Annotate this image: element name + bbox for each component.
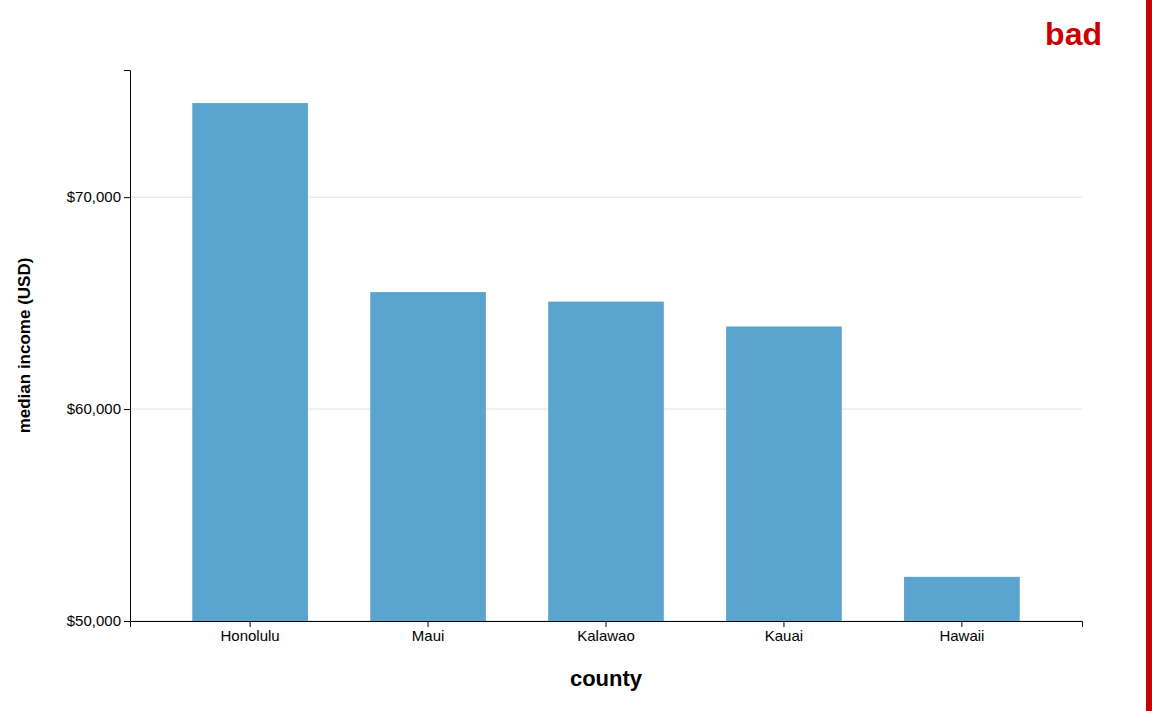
x-axis: Honolulu Maui Kalawao Kauai Hawaii [131, 621, 1083, 644]
y-axis-title: median income (USD) [15, 258, 34, 434]
x-tick: Maui [412, 621, 445, 644]
bar [548, 302, 664, 621]
x-axis-title: county [570, 666, 643, 691]
y-tick: $50,000 [67, 612, 130, 629]
x-tick-label: Maui [412, 627, 445, 644]
x-tick: Hawaii [939, 621, 984, 644]
bar [192, 103, 308, 621]
chart: $50,000 $60,000 $70,000 Honolulu Maui Kalawao… [0, 0, 1152, 711]
x-tick: Kauai [765, 621, 803, 644]
y-tick-label: $70,000 [67, 188, 121, 205]
annotation-edge-line [1146, 0, 1152, 711]
y-tick-mark [124, 197, 130, 198]
x-tick-label: Honolulu [221, 627, 280, 644]
y-axis-line [124, 71, 131, 622]
x-tick-label: Kalawao [577, 627, 635, 644]
x-tick: Kalawao [577, 621, 635, 644]
bar [904, 577, 1020, 621]
bar [370, 292, 486, 621]
y-tick: $60,000 [67, 400, 130, 417]
plot: $50,000 $60,000 $70,000 Honolulu Maui Kalawao… [67, 71, 1083, 644]
bars [192, 103, 1019, 621]
x-tick-label: Hawaii [939, 627, 984, 644]
x-tick: Honolulu [221, 621, 280, 644]
y-tick-mark [124, 621, 130, 622]
x-tick-label: Kauai [765, 627, 803, 644]
y-tick-label: $50,000 [67, 612, 121, 629]
y-tick-label: $60,000 [67, 400, 121, 417]
bar [726, 326, 842, 621]
y-tick-mark [124, 409, 130, 410]
y-axis: $50,000 $60,000 $70,000 [67, 71, 131, 630]
annotation: bad [1045, 16, 1102, 52]
y-tick: $70,000 [67, 188, 130, 205]
